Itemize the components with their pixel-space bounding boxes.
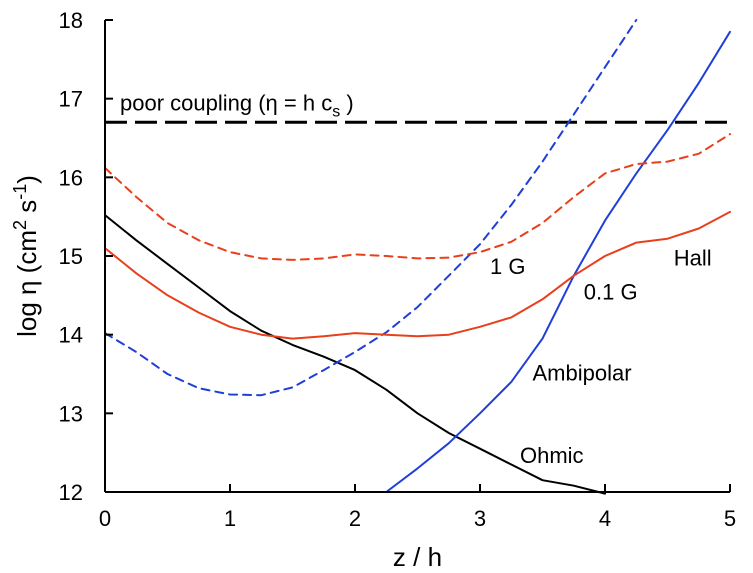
- y-tick-label: 13: [59, 401, 83, 426]
- series-line-ambipolar: [385, 30, 731, 493]
- y-tick-label: 12: [59, 480, 83, 505]
- poor-coupling-label-suffix: ): [340, 90, 353, 115]
- x-axis-title: z / h: [393, 542, 442, 572]
- y-axis-title-prefix: log η (cm: [12, 230, 42, 337]
- annotation-ambipolar: Ambipolar: [533, 360, 632, 385]
- y-tick-label: 14: [59, 323, 83, 348]
- series-line-hall-0.1g: [104, 210, 731, 340]
- annotations: Ohmic Ambipolar Hall 0.1 G 1 G: [490, 245, 712, 467]
- y-tick-label: 15: [59, 244, 83, 269]
- series-line-ambipolar-1g: [104, 19, 638, 397]
- y-axis-title-mid: s: [12, 200, 42, 220]
- poor-coupling-label: poor coupling (η = h cs ): [120, 90, 354, 120]
- poor-coupling-label-prefix: poor coupling (η = h c: [120, 90, 332, 115]
- series-line-ohmic: [104, 214, 606, 495]
- x-tick-label: 0: [99, 506, 111, 531]
- annotation-hall: Hall: [674, 245, 712, 270]
- x-tick-label: 4: [599, 506, 611, 531]
- poor-coupling-label-subscript: s: [332, 103, 340, 120]
- annotation-1g: 1 G: [490, 254, 525, 279]
- series-line-hall-1g: [104, 133, 731, 261]
- x-tick-label: 5: [724, 506, 736, 531]
- x-tick-label: 1: [224, 506, 236, 531]
- y-axis-title-sup1: 2: [10, 220, 30, 230]
- annotation-ohmic: Ohmic: [520, 443, 584, 468]
- annotation-0.1g: 0.1 G: [584, 279, 638, 304]
- x-tick-label: 2: [349, 506, 361, 531]
- y-tick-label: 18: [59, 8, 83, 33]
- y-axis-title-sup2: -1: [10, 184, 30, 200]
- y-axis-title-suffix: ): [12, 175, 42, 184]
- series-lines: [104, 19, 731, 495]
- y-axis-title: log η (cm2 s-1): [10, 175, 42, 337]
- x-tick-label: 3: [474, 506, 486, 531]
- y-tick-label: 17: [59, 87, 83, 112]
- y-tick-label: 16: [59, 165, 83, 190]
